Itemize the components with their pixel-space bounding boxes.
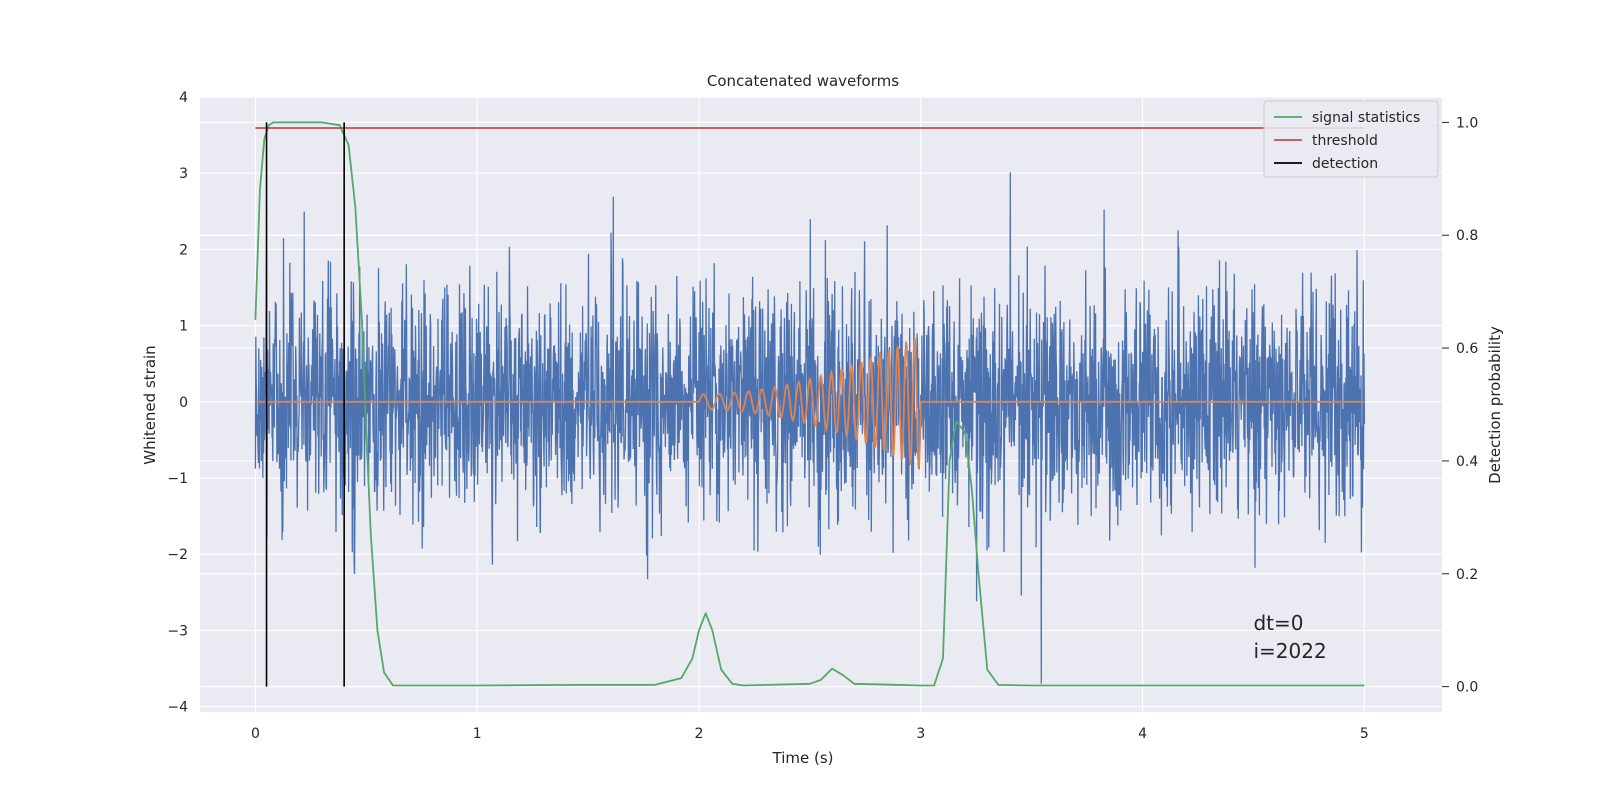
annotation-text: i=2022 [1253,639,1326,663]
y-right-tick-label: 1.0 [1456,115,1478,131]
y-tick-label: 0 [179,395,188,411]
y-tick-label: 2 [179,242,188,258]
legend-label: threshold [1312,133,1378,149]
series-layer [254,121,1366,687]
y-axis-right-label: Detection probability [1486,326,1504,484]
x-tick-label: 5 [1360,726,1369,742]
y-tick-label: 1 [179,319,188,335]
series-line-strain [254,172,1366,684]
y-tick-label: −4 [167,700,188,716]
y-tick-label: 3 [179,166,188,182]
x-axis-label: Time (s) [772,749,834,767]
annotation-text: dt=0 [1253,611,1303,635]
y-tick-label: 4 [179,90,188,106]
y-tick-label: −3 [167,623,188,639]
y-right-tick-label: 0.2 [1456,567,1478,583]
series-line-signal-statistics [254,121,1365,687]
y-right-tick-label: 0.0 [1456,680,1478,696]
axes: 0 1 2 3 4 5 −4 −3 −2 −1 0 1 2 3 4 0.0 0.2 0.4 0.6 0.8 1.0 [167,90,1478,742]
y-tick-label: −2 [167,547,188,563]
series-line-injected-signal [255,337,1365,469]
y-tick-label: −1 [167,471,188,487]
y-axis-label: Whitened strain [141,345,159,464]
x-tick-label: 2 [695,726,704,742]
x-tick-label: 1 [473,726,482,742]
y-right-tick-label: 0.8 [1456,228,1478,244]
chart-title: Concatenated waveforms [707,72,899,90]
x-tick-label: 4 [1138,726,1147,742]
x-tick-label: 0 [251,726,260,742]
y-right-tick-label: 0.4 [1456,454,1478,470]
legend-box [1263,100,1439,178]
x-tick-label: 3 [916,726,925,742]
y-right-tick-label: 0.6 [1456,341,1478,357]
legend-label: detection [1312,156,1378,172]
legend: signal statistics threshold detection [1263,100,1439,178]
series-group [254,121,1366,687]
legend-label: signal statistics [1312,110,1420,126]
annotations: dt=0 i=2022 [1253,611,1326,663]
